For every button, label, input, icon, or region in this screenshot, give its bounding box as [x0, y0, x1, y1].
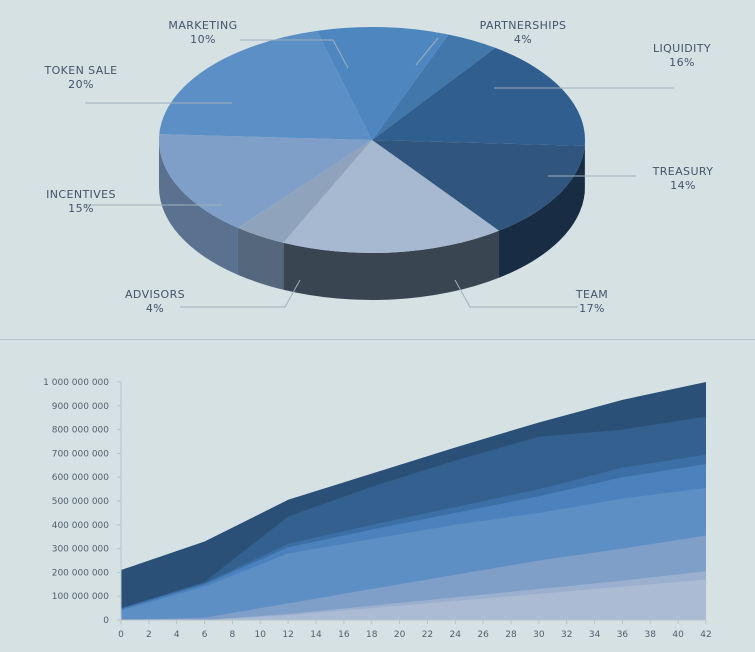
x-tick-label: 42 — [700, 630, 711, 640]
y-tick-label: 1 000 000 000 — [43, 378, 109, 388]
y-tick-label: 0 — [103, 616, 109, 626]
pie-label-token-sale: TOKEN SALE — [43, 64, 117, 77]
y-tick-label: 300 000 000 — [52, 545, 110, 555]
y-tick-label: 400 000 000 — [52, 521, 110, 531]
y-tick-label: 800 000 000 — [52, 426, 110, 436]
x-tick-label: 40 — [672, 630, 684, 640]
y-tick-label: 700 000 000 — [52, 449, 110, 459]
pie-slice-incentives[interactable] — [159, 134, 372, 228]
x-tick-label: 32 — [561, 630, 572, 640]
x-tick-label: 28 — [505, 630, 517, 640]
pie-label-team: TEAM — [575, 288, 608, 301]
section-divider — [0, 339, 755, 340]
x-tick-label: 18 — [366, 630, 378, 640]
pie-slice-advisors[interactable] — [237, 140, 372, 243]
leader-line-team — [454, 279, 578, 308]
x-tick-label: 22 — [422, 630, 433, 640]
pie-slice-marketing[interactable] — [316, 27, 449, 140]
pie-side-advisors — [237, 227, 284, 290]
token-release-area-chart: 0 100 000 000 200 000 000 300 000 000 400 00… — [43, 378, 712, 640]
x-tick-label: 14 — [310, 630, 322, 640]
pie-slice-liquidity[interactable] — [372, 47, 585, 146]
pie-slice-partnerships[interactable] — [372, 34, 496, 140]
pie-label-marketing: MARKETING — [168, 19, 237, 32]
x-tick-label: 10 — [255, 630, 267, 640]
pie-value-label-incentives: 15% — [68, 202, 94, 215]
pie-value-label-token-sale: 20% — [68, 78, 94, 91]
x-tick-label: 16 — [338, 630, 350, 640]
x-tick-label: 34 — [589, 630, 601, 640]
leader-line-partnerships — [415, 37, 439, 66]
pie-label-incentives: INCENTIVES — [46, 188, 116, 201]
pie-value-label-advisors: 4% — [146, 302, 164, 315]
pie-side-incentives — [159, 140, 238, 275]
x-tick-label: 2 — [146, 630, 152, 640]
pie-side-treasury — [498, 145, 585, 278]
pie-label-liquidity: LIQUIDITY — [653, 42, 711, 55]
x-tick-label: 8 — [230, 630, 236, 640]
pie-label-advisors: ADVISORS — [125, 288, 185, 301]
pie-value-label-partnerships: 4% — [514, 33, 532, 46]
x-tick-label: 6 — [202, 630, 208, 640]
y-tick-label: 500 000 000 — [52, 497, 110, 507]
y-tick-label: 900 000 000 — [52, 402, 110, 412]
y-tick-label: 600 000 000 — [52, 473, 110, 483]
pie-side-team — [283, 230, 499, 300]
pie-value-label-liquidity: 16% — [669, 56, 695, 69]
pie-slice-treasury[interactable] — [372, 140, 585, 231]
x-tick-label: 38 — [645, 630, 657, 640]
pie-label-partnerships: PARTNERSHIPS — [480, 19, 567, 32]
pie-slice-token-sale[interactable] — [159, 30, 372, 141]
pie-label-treasury: TREASURY — [652, 165, 714, 178]
y-tick-label: 200 000 000 — [52, 568, 110, 578]
x-tick-label: 0 — [118, 630, 124, 640]
x-tick-label: 24 — [450, 630, 462, 640]
pie-value-label-marketing: 10% — [190, 33, 216, 46]
x-tick-label: 12 — [282, 630, 293, 640]
leader-line-marketing — [240, 39, 349, 69]
x-tick-label: 26 — [477, 630, 489, 640]
y-tick-label: 100 000 000 — [52, 592, 110, 602]
x-tick-label: 4 — [174, 630, 180, 640]
x-tick-label: 30 — [533, 630, 545, 640]
leader-line-advisors — [180, 279, 301, 308]
x-tick-label: 20 — [394, 630, 406, 640]
pie-value-label-team: 17% — [579, 302, 605, 315]
pie-value-label-treasury: 14% — [670, 179, 696, 192]
area-series-team — [121, 579, 706, 620]
x-tick-label: 36 — [617, 630, 629, 640]
token-allocation-pie-chart: PARTNERSHIPS4%LIQUIDITY16%TREASURY14%TEA… — [43, 19, 714, 315]
pie-slice-team[interactable] — [283, 140, 499, 254]
